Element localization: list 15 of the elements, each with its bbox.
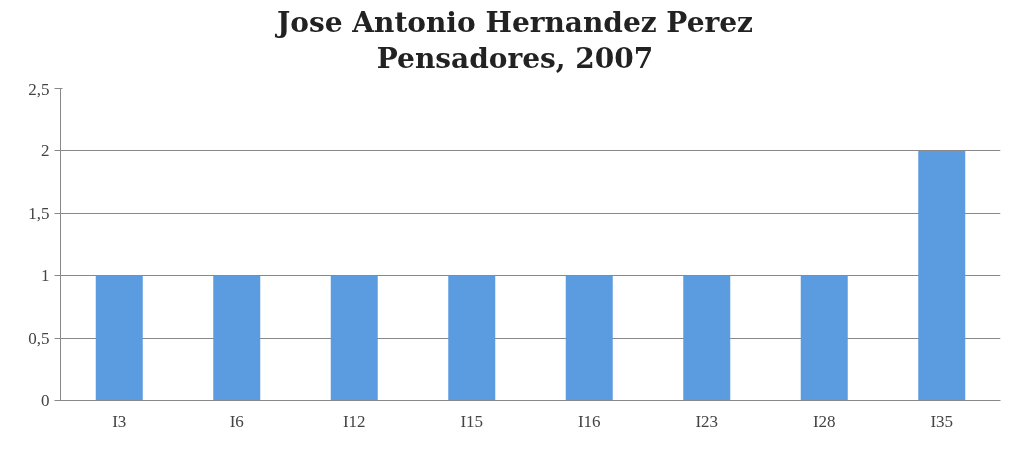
x-tick-label: I28 <box>812 411 836 431</box>
x-tick-label: I35 <box>930 411 954 431</box>
x-tick-label: I12 <box>342 411 366 431</box>
y-tick-label: 1,5 <box>28 203 50 223</box>
x-tick-label: I16 <box>577 411 601 431</box>
x-tick-label: I6 <box>229 411 244 431</box>
y-tick-label: 1 <box>41 265 50 285</box>
x-tick-label: I23 <box>695 411 719 431</box>
y-tick-label: 2,5 <box>28 79 50 99</box>
x-tick-label: I3 <box>112 411 127 431</box>
y-tick-label: 0 <box>41 390 50 410</box>
y-tick-label: 2 <box>41 141 50 161</box>
y-tick-label: 0,5 <box>28 328 50 348</box>
x-tick-label: I15 <box>460 411 484 431</box>
chart-title: Jose Antonio Hernandez Perez Pensadores, 2007 <box>277 5 753 78</box>
